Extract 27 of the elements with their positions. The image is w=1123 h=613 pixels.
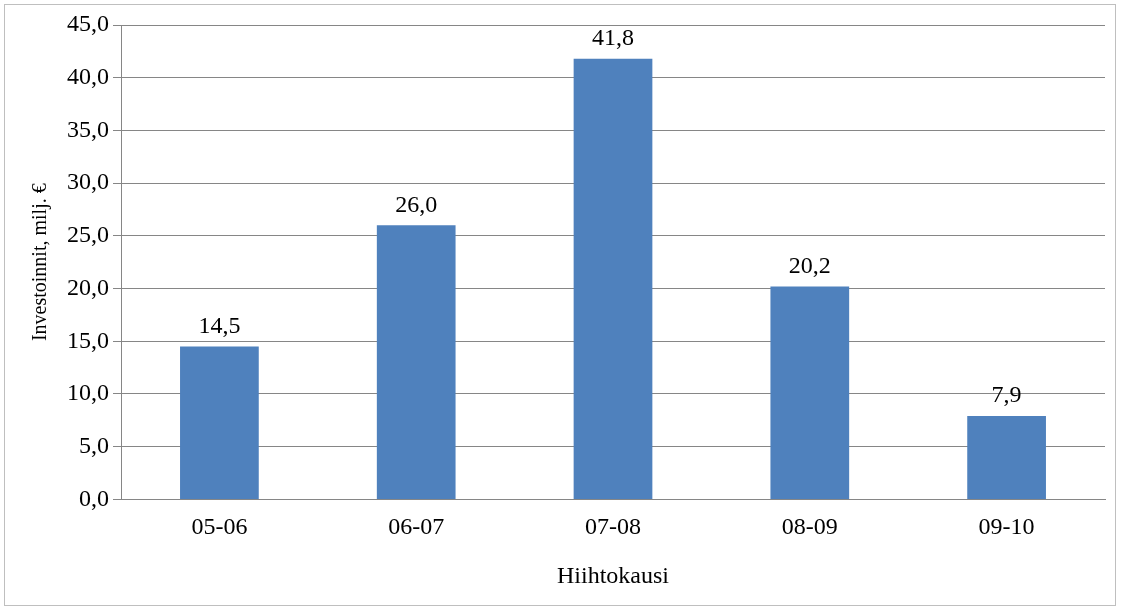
y-tick-label: 10,0 [67,379,109,406]
data-label: 20,2 [788,251,831,278]
bar [770,286,850,499]
bar [573,58,653,499]
x-tick-label: 08-09 [781,513,838,540]
y-tick-label: 30,0 [67,168,109,195]
y-tick-label: 25,0 [67,221,109,248]
data-label: 7,9 [991,381,1022,408]
y-tick-label: 45,0 [67,10,109,37]
x-tick-label: 09-10 [978,513,1035,540]
data-label: 14,5 [198,311,241,338]
y-tick-label: 40,0 [67,63,109,90]
y-tick-label: 35,0 [67,115,109,142]
data-label: 41,8 [592,24,634,51]
x-axis-title: Hiihtokausi [557,561,670,588]
bar [180,346,259,499]
y-tick-label: 15,0 [67,326,109,353]
x-tick-label: 06-07 [388,513,445,540]
x-tick-label: 05-06 [191,513,248,540]
bar [967,416,1046,499]
y-axis-title: Investoinnit, milj. € [28,183,52,342]
y-tick-label: 0,0 [79,484,109,511]
x-tick-label: 07-08 [585,513,641,540]
y-tick-label: 5,0 [79,431,109,458]
data-label: 26,0 [395,190,438,217]
bar [376,225,456,499]
y-tick-label: 20,0 [67,273,109,300]
